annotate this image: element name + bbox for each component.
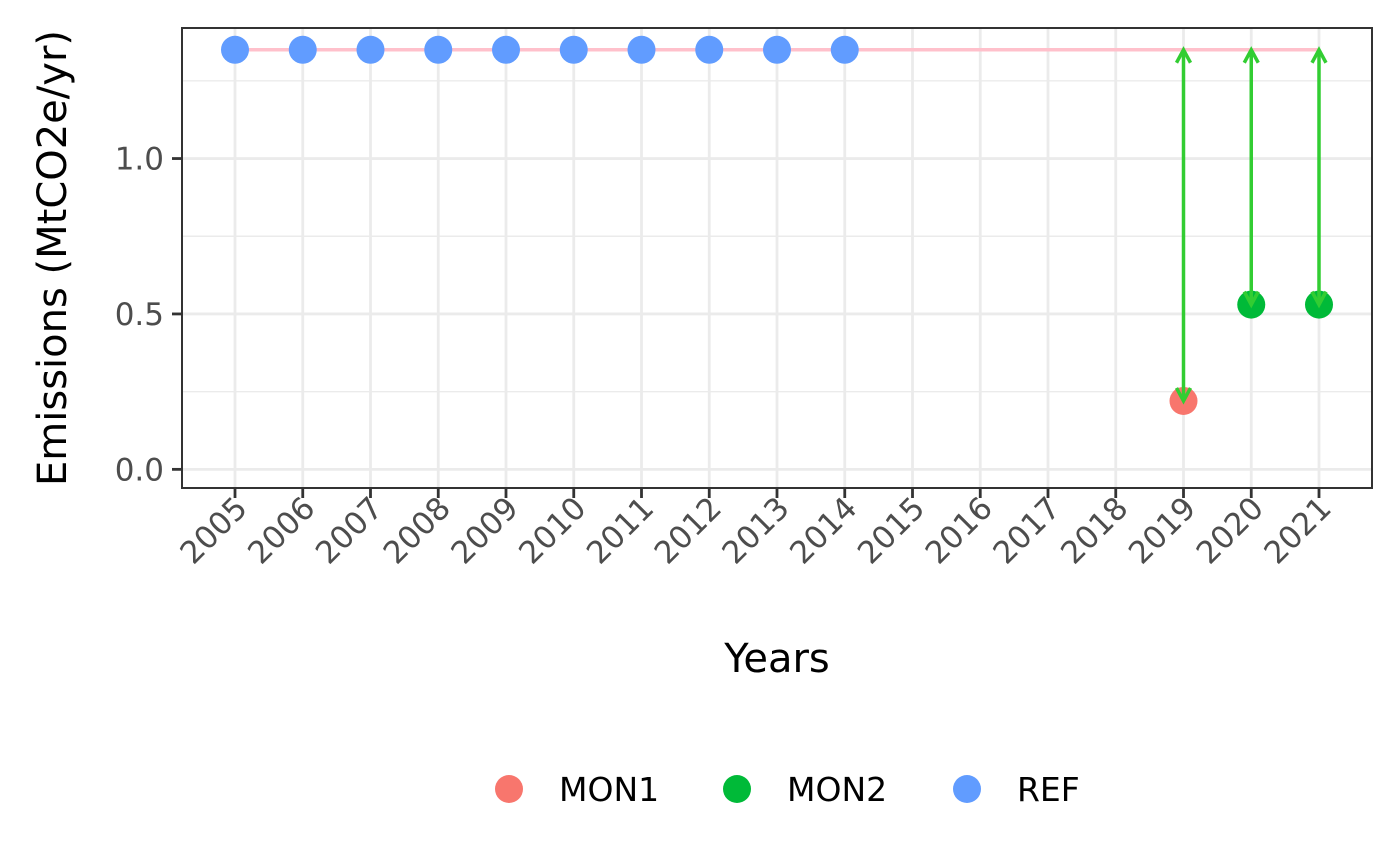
data-points (221, 35, 1333, 415)
y-tick-label: 1.0 (115, 142, 164, 178)
x-tick-label: 2005 (173, 490, 254, 571)
x-tick-label: 2014 (783, 490, 864, 571)
legend: MON1 MON2 REF (495, 770, 1080, 809)
legend-key (723, 775, 751, 803)
reduction-arrow-2020 (1242, 46, 1260, 309)
y-axis: 0.0 0.5 1.0 (115, 142, 182, 488)
y-tick-label: 0.0 (115, 452, 164, 488)
legend-label: MON1 (559, 770, 659, 809)
x-tick-label: 2008 (377, 490, 458, 571)
x-tick-label: 2019 (1122, 490, 1203, 571)
x-tick-label: 2011 (580, 490, 661, 571)
x-axis-title: Years (723, 636, 830, 682)
x-tick-label: 2015 (851, 490, 932, 571)
legend-key (953, 775, 981, 803)
point-ref-2008 (424, 35, 453, 64)
x-tick-label: 2012 (648, 490, 729, 571)
legend-item-mon1: MON1 (495, 770, 659, 809)
y-tick-label: 0.5 (115, 297, 164, 333)
point-ref-2012 (695, 35, 724, 64)
point-ref-2007 (356, 35, 385, 64)
reduction-arrow-2019 (1174, 46, 1193, 405)
x-tick-label: 2018 (1054, 490, 1135, 571)
x-tick-label: 2009 (444, 490, 525, 571)
legend-item-mon2: MON2 (723, 770, 887, 809)
reduction-arrow-2021 (1310, 46, 1328, 309)
x-tick-label: 2020 (1190, 490, 1271, 571)
x-axis: 2005200620072008200920102011201220132014… (173, 488, 1339, 571)
x-tick-label: 2016 (919, 490, 1000, 571)
legend-key (495, 775, 523, 803)
x-tick-label: 2006 (241, 490, 322, 571)
legend-label: MON2 (787, 770, 887, 809)
point-ref-2011 (627, 35, 656, 64)
point-ref-2006 (288, 35, 317, 64)
legend-item-ref: REF (953, 770, 1080, 809)
legend-label: REF (1017, 770, 1080, 809)
reduction-arrows (1174, 46, 1328, 405)
x-tick-label: 2013 (715, 490, 796, 571)
point-ref-2009 (492, 35, 520, 64)
point-ref-2010 (559, 35, 588, 64)
grid (182, 28, 1372, 488)
point-ref-2005 (221, 35, 249, 64)
x-tick-label: 2021 (1257, 490, 1338, 571)
x-tick-label: 2010 (512, 490, 593, 571)
y-axis-title: Emissions (MtCO2e/yr) (30, 30, 76, 486)
x-tick-label: 2007 (309, 490, 390, 571)
point-ref-2014 (830, 35, 859, 64)
point-ref-2013 (763, 35, 791, 64)
x-tick-label: 2017 (986, 490, 1067, 571)
